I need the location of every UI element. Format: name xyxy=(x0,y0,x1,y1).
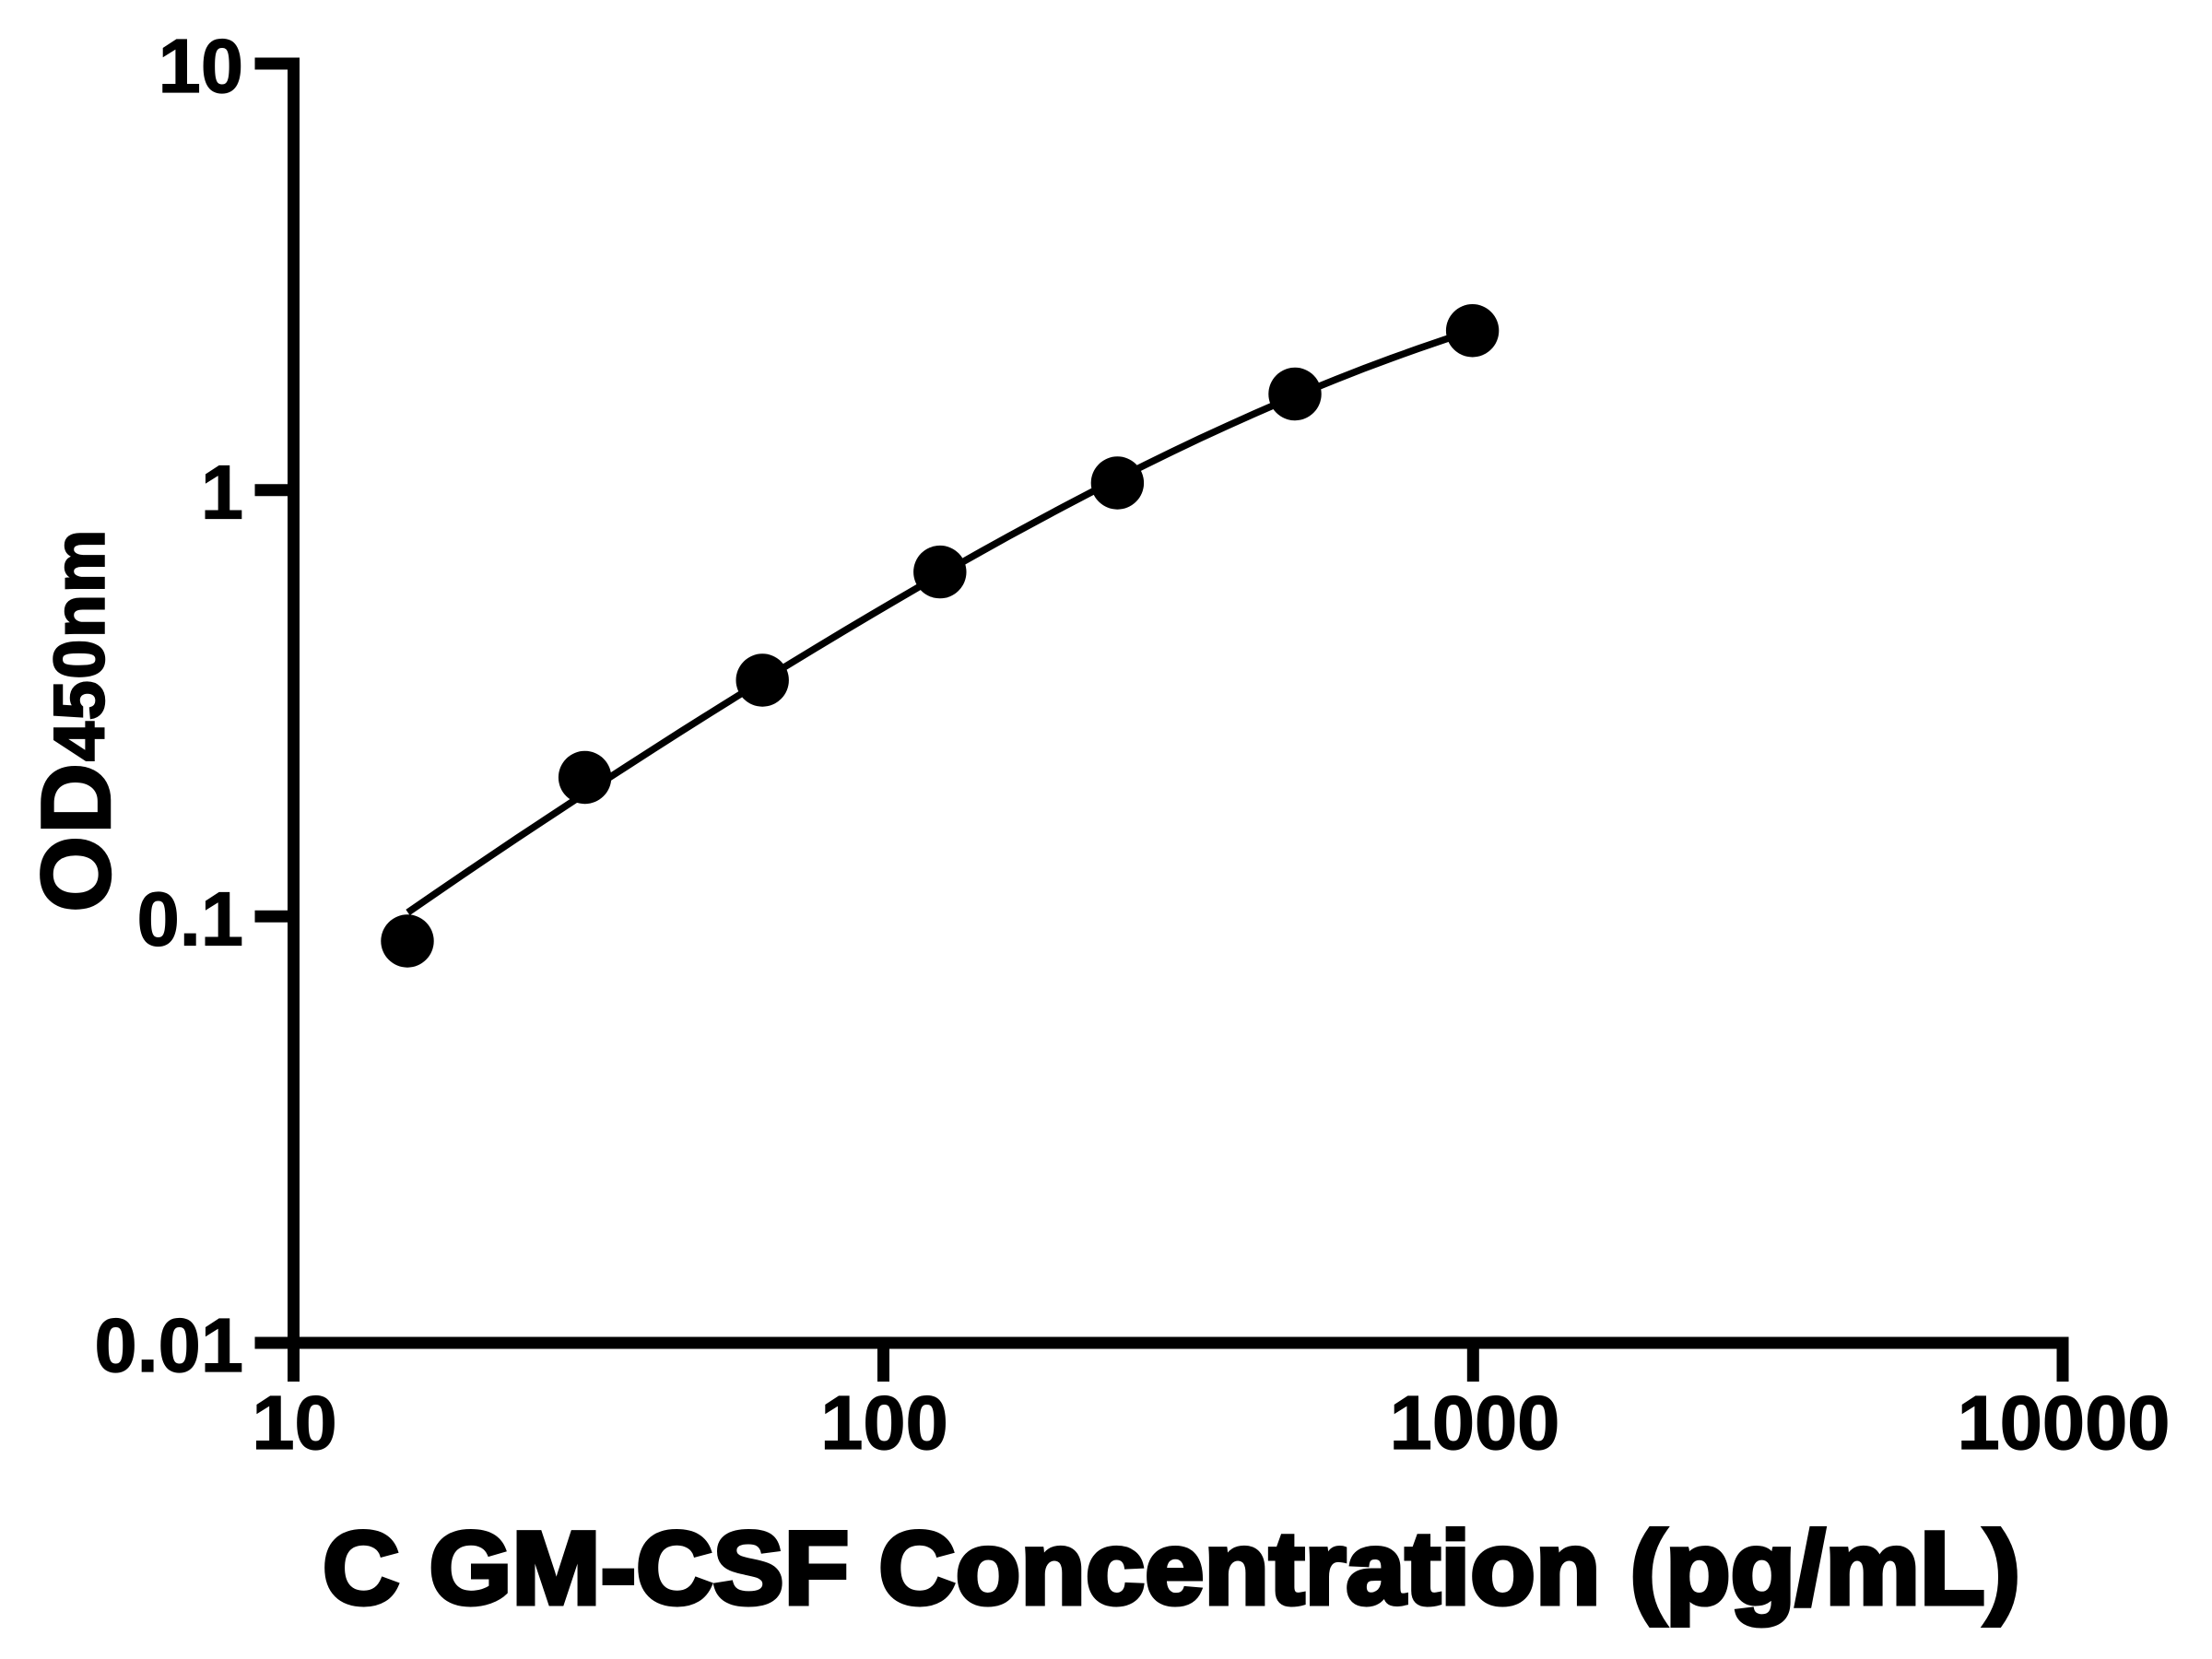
svg-text:10: 10 xyxy=(252,1380,336,1465)
svg-text:0.01: 0.01 xyxy=(94,1302,243,1388)
svg-text:10000: 10000 xyxy=(1958,1380,2171,1465)
svg-text:100: 100 xyxy=(820,1380,947,1465)
svg-text:1000: 1000 xyxy=(1390,1380,1560,1465)
svg-text:C GM-CSF Concentration (pg/mL): C GM-CSF Concentration (pg/mL) xyxy=(323,1511,2020,1626)
svg-text:10: 10 xyxy=(159,23,243,109)
svg-text:1: 1 xyxy=(201,450,243,535)
svg-text:0.1: 0.1 xyxy=(137,876,243,961)
